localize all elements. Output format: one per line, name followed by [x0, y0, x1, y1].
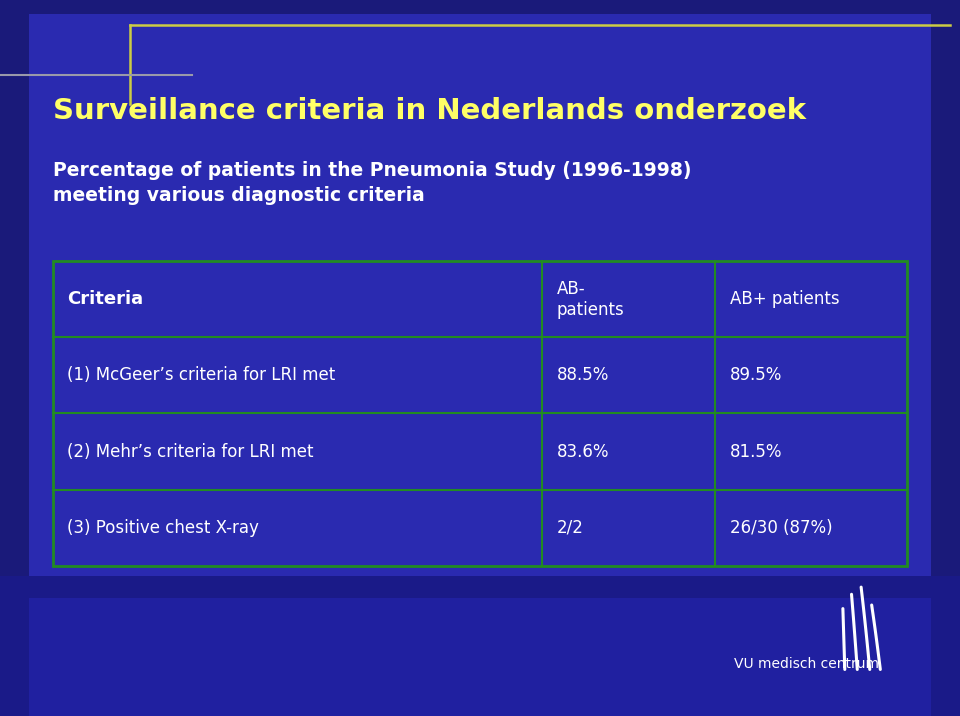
Text: 83.6%: 83.6%	[557, 442, 610, 460]
Text: 2/2: 2/2	[557, 518, 584, 536]
Text: Percentage of patients in the Pneumonia Study (1996-1998)
meeting various diagno: Percentage of patients in the Pneumonia …	[53, 161, 691, 205]
Text: 81.5%: 81.5%	[730, 442, 782, 460]
Text: AB-
patients: AB- patients	[557, 280, 625, 319]
Bar	[29, 598, 931, 716]
Bar	[29, 14, 931, 601]
Text: Surveillance criteria in Nederlands onderzoek: Surveillance criteria in Nederlands onde…	[53, 97, 806, 125]
Text: 26/30 (87%): 26/30 (87%)	[730, 518, 832, 536]
Text: (2) Mehr’s criteria for LRI met: (2) Mehr’s criteria for LRI met	[67, 442, 314, 460]
Text: 89.5%: 89.5%	[730, 367, 782, 384]
Text: Criteria: Criteria	[67, 291, 143, 309]
Bar	[0, 576, 960, 716]
Text: VU medisch centrum: VU medisch centrum	[734, 657, 879, 672]
Text: (3) Positive chest X-ray: (3) Positive chest X-ray	[67, 518, 259, 536]
Text: AB+ patients: AB+ patients	[730, 291, 839, 309]
Text: 88.5%: 88.5%	[557, 367, 610, 384]
Text: (1) McGeer’s criteria for LRI met: (1) McGeer’s criteria for LRI met	[67, 367, 335, 384]
